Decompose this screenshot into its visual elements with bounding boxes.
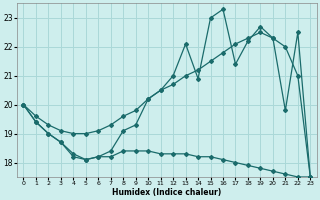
X-axis label: Humidex (Indice chaleur): Humidex (Indice chaleur) xyxy=(112,188,221,197)
